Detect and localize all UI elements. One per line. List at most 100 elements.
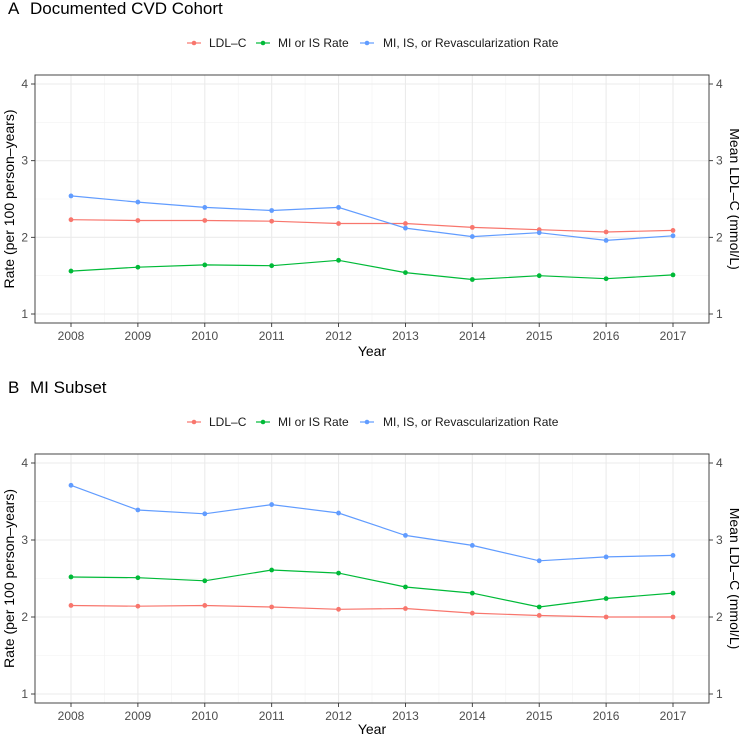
- legend-label: MI or IS Rate: [278, 415, 349, 429]
- y2-tick-label: 1: [716, 307, 723, 321]
- y2-tick-label: 4: [716, 456, 723, 470]
- x-tick-label: 2016: [593, 329, 620, 343]
- data-point: [403, 225, 408, 231]
- data-point: [469, 224, 475, 230]
- chart-title: Documented CVD Cohort: [30, 0, 223, 18]
- data-point: [469, 277, 475, 282]
- series-line: [70, 259, 674, 281]
- legend-key-point: [260, 419, 266, 425]
- data-point: [403, 532, 408, 538]
- data-point: [536, 230, 542, 236]
- data-point: [68, 217, 74, 223]
- x-tick-label: 2008: [58, 329, 85, 343]
- data-point: [68, 482, 74, 488]
- data-point: [135, 603, 141, 609]
- y2-tick-label: 3: [716, 533, 723, 547]
- data-point: [670, 228, 676, 233]
- y-tick-label: 3: [21, 533, 28, 547]
- chart-title: MI Subset: [30, 378, 107, 397]
- data-point: [603, 596, 609, 601]
- y2-tick-label: 3: [716, 154, 723, 168]
- series-1: [68, 257, 676, 282]
- x-tick-label: 2011: [259, 329, 285, 343]
- x-tick-label: 2008: [58, 709, 85, 723]
- y2-tick-label: 1: [716, 687, 723, 701]
- data-point: [469, 234, 475, 239]
- data-point: [202, 603, 208, 608]
- x-tick-label: 2009: [125, 329, 152, 343]
- x-tick-label: 2017: [660, 329, 687, 343]
- data-point: [536, 558, 542, 564]
- y2-tick-label: 4: [716, 77, 723, 91]
- chart-panel-b: B MI Subset LDL–C MI or IS Rate MI, IS, or R…: [1, 378, 739, 737]
- data-point: [135, 218, 141, 223]
- x-tick-label: 2012: [325, 709, 352, 723]
- series-2: [68, 482, 676, 564]
- data-point: [469, 590, 475, 596]
- series-line: [70, 195, 674, 242]
- data-point: [68, 574, 74, 580]
- data-point: [469, 610, 475, 616]
- data-point: [336, 205, 341, 210]
- series-line: [70, 484, 674, 562]
- data-point: [135, 199, 141, 205]
- legend-key-point: [364, 419, 370, 425]
- data-point: [202, 511, 208, 517]
- series-0: [68, 603, 676, 620]
- data-point: [202, 578, 208, 584]
- data-point: [403, 606, 408, 611]
- legend-label: LDL–C: [209, 415, 247, 429]
- y2-tick-label: 2: [716, 610, 723, 624]
- data-point: [603, 276, 609, 282]
- data-point: [135, 264, 141, 270]
- data-point: [336, 570, 341, 576]
- legend-key-point: [364, 40, 370, 46]
- data-point: [68, 268, 74, 274]
- y-tick-label: 2: [21, 230, 28, 244]
- data-point: [202, 218, 208, 223]
- y-tick-label: 2: [21, 610, 28, 624]
- data-point: [269, 502, 275, 507]
- data-point: [670, 590, 676, 596]
- data-point: [336, 510, 341, 516]
- x-tick-label: 2010: [191, 709, 218, 723]
- x-tick-label: 2015: [526, 709, 553, 723]
- data-point: [336, 257, 341, 263]
- y-tick-label: 1: [21, 687, 28, 701]
- data-point: [403, 584, 408, 590]
- y-axis-title: Rate (per 100 person–years): [1, 110, 17, 289]
- data-point: [536, 604, 542, 610]
- data-point: [202, 262, 208, 268]
- legend-label: MI or IS Rate: [278, 36, 349, 50]
- series-line: [70, 569, 674, 608]
- x-axis-title: Year: [358, 343, 387, 359]
- x-tick-label: 2009: [125, 709, 152, 723]
- x-tick-label: 2012: [325, 329, 352, 343]
- legend: LDL–C MI or IS Rate MI, IS, or Revasculari…: [187, 36, 559, 50]
- y2-axis-title: Mean LDL–C (mmol/L): [727, 508, 739, 650]
- panel-label: A: [8, 0, 20, 18]
- x-tick-label: 2014: [459, 709, 486, 723]
- plot-border: [34, 453, 710, 704]
- x-tick-label: 2010: [191, 329, 218, 343]
- data-point: [536, 273, 542, 279]
- series-1: [68, 567, 676, 610]
- gridlines: [35, 75, 709, 323]
- data-point: [336, 606, 341, 612]
- data-point: [269, 218, 275, 224]
- panel-label: B: [8, 378, 19, 397]
- x-tick-label: 2013: [392, 329, 419, 343]
- data-point: [135, 575, 141, 581]
- y-tick-label: 1: [21, 307, 28, 321]
- data-point: [603, 238, 609, 243]
- x-tick-label: 2011: [259, 709, 285, 723]
- x-tick-label: 2017: [660, 709, 687, 723]
- series-line: [70, 219, 674, 233]
- series-0: [68, 217, 676, 235]
- data-point: [269, 263, 275, 269]
- y2-tick-label: 2: [716, 230, 723, 244]
- data-point: [68, 603, 74, 608]
- gridlines: [35, 454, 709, 703]
- x-tick-label: 2014: [459, 329, 486, 343]
